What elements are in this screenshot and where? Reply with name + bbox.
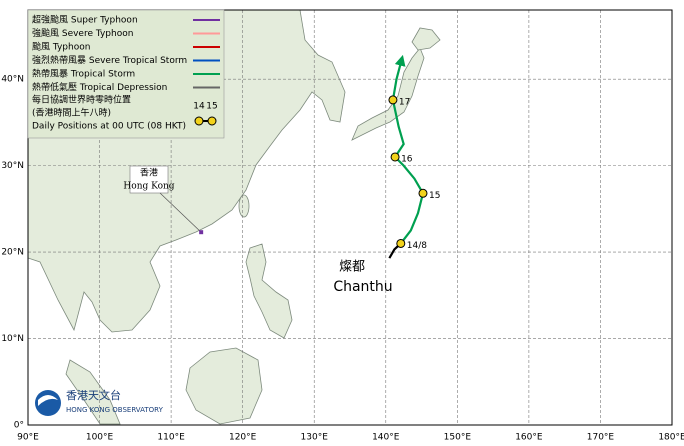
y-tick-label: 30°N [1,161,24,171]
track: 14/8 15 16 17 [388,54,440,259]
y-tick-label: 20°N [1,248,24,258]
y-tick-label: 0° [14,421,24,431]
x-tick-label: 120°E [229,433,257,443]
logo-swirl [38,395,58,406]
y-tick-label: 10°N [1,334,24,344]
x-tick-label: 180°E [658,433,684,443]
legend-label: 強颱風 Severe Typhoon [32,27,133,39]
hong-kong: 香港 Hong Kong [123,165,204,235]
x-tick-label: 100°E [86,433,114,443]
legend-label: 颱風 Typhoon [32,42,90,53]
x-tick-label: 110°E [157,433,185,443]
legend-sample-label: 15 [206,102,217,112]
daily-label: 15 [429,191,440,201]
legend-daily-zh: 每日協調世界時零時位置 [32,94,131,106]
legend-sample-dot [194,116,204,126]
logo-zh: 香港天文台 [66,388,121,402]
daily-position [396,238,406,248]
hk-pointer [159,192,202,233]
legend-label: 強烈熱帶風暴 Severe Tropical Storm [32,54,187,66]
x-tick-label: 150°E [444,433,472,443]
x-tick-label: 90°E [17,433,39,443]
legend-sample-label: 14 [193,102,205,112]
logo-mark [35,390,61,416]
legend-box [27,9,225,139]
daily-label: 14/8 [407,241,427,251]
legend-label: 熱帶風暴 Tropical Storm [32,68,135,80]
x-tick-label: 170°E [587,433,615,443]
legend-label: 熱帶低氣壓 Tropical Depression [32,81,167,93]
legend-sample-dot [207,116,217,126]
x-tick-label: 140°E [372,433,400,443]
storm-name-en: Chanthu [333,279,392,295]
logo-en: HONG KONG OBSERVATORY [66,406,164,414]
y-tick-label: 40°N [1,75,24,85]
hk-label-en: Hong Kong [123,182,174,192]
daily-position [390,152,400,162]
daily-label: 17 [399,97,410,107]
legend-label: 超強颱風 Super Typhoon [32,14,138,26]
legend-daily-en: Daily Positions at 00 UTC (08 HKT) [32,122,186,132]
map-frame [27,9,673,426]
hk-label-box [129,165,169,194]
x-tick-label: 130°E [301,433,329,443]
logo: 香港天文台 HONG KONG OBSERVATORY [35,388,164,416]
hk-marker [199,230,204,235]
daily-position [388,95,398,105]
daily-label: 16 [401,154,413,164]
hk-label-zh: 香港 [140,167,158,179]
storm-name-zh: 燦都 [339,260,365,275]
legend-daily-zh: (香港時間上午八時) [32,107,111,119]
x-tick-label: 160°E [515,433,543,443]
daily-position [418,188,428,198]
